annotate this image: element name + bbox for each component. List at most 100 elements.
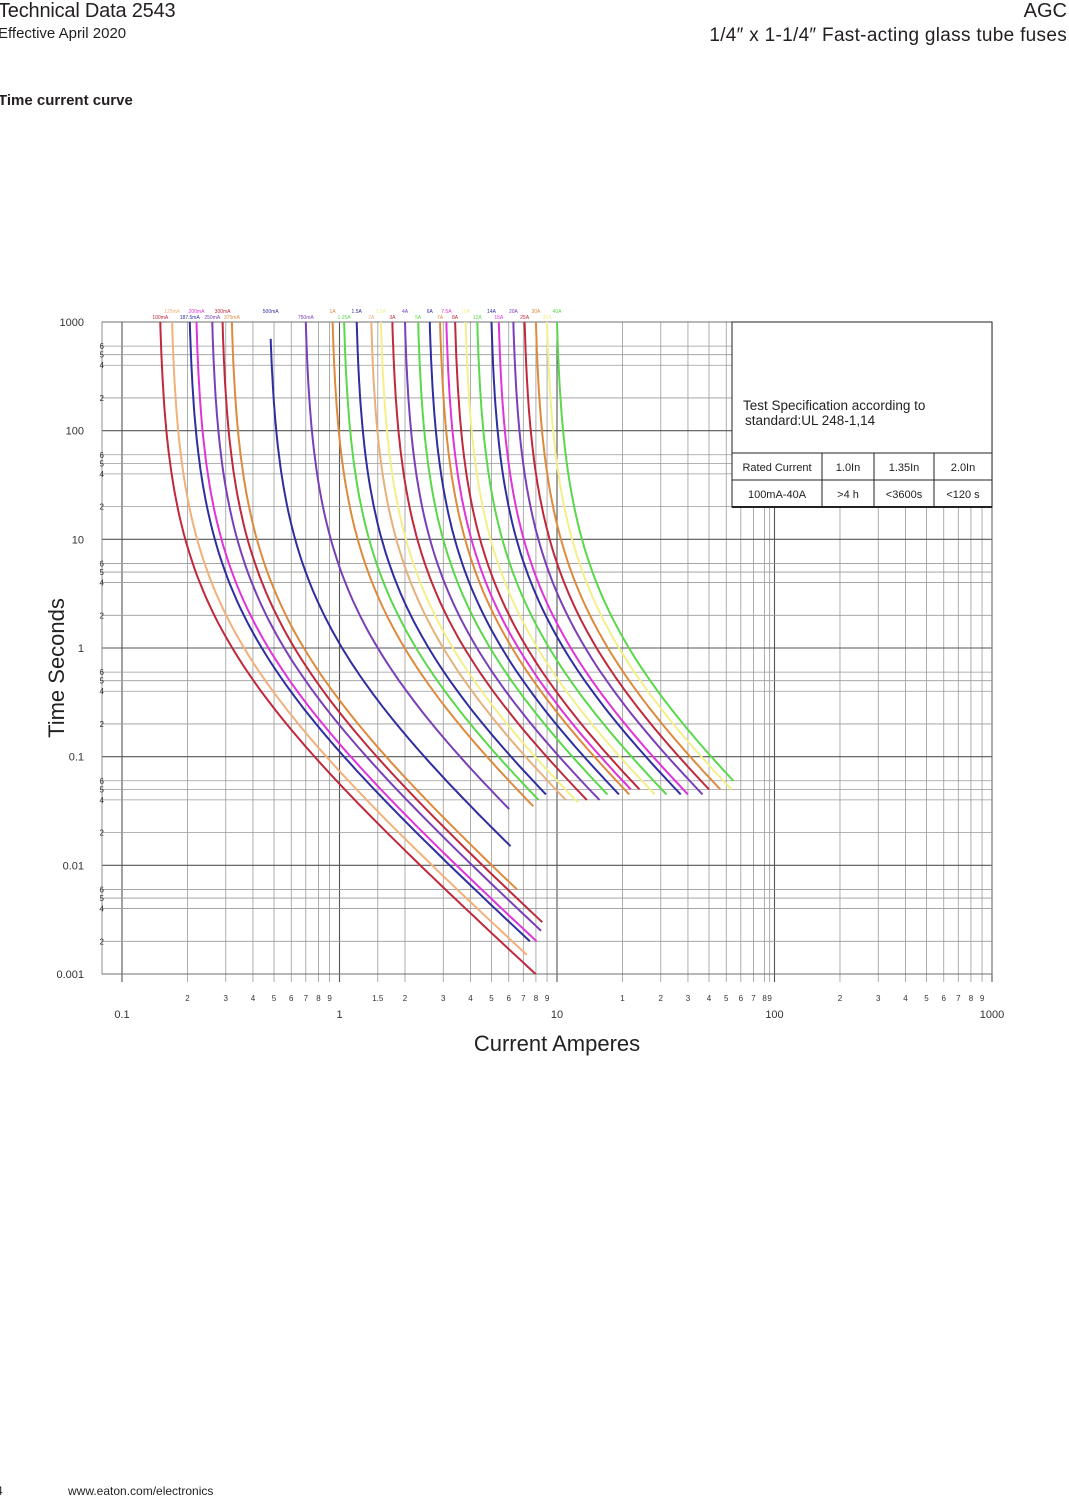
spec-header-cell: 2.0In: [951, 462, 975, 474]
series-label-125mA: 125mA: [164, 309, 181, 315]
x-minor-tick-label: 8: [316, 994, 321, 1003]
series-label-8A: 8A: [452, 315, 459, 321]
x-minor-tick-label: 7: [304, 994, 309, 1003]
series-curve-125mA: [171, 321, 528, 956]
series-curve-7.5A: [445, 321, 632, 791]
series-curve-4A: [404, 321, 601, 801]
series-curve-30A: [534, 321, 722, 791]
y-minor-tick-label: 5: [100, 351, 105, 360]
x-major-tick-label: 100: [765, 1009, 783, 1021]
series-curve-40A: [556, 321, 735, 782]
x-minor-tick-label: 7: [751, 994, 756, 1003]
y-minor-tick-label: 4: [100, 796, 105, 805]
x-axis-title: Current Amperes: [474, 1031, 640, 1056]
y-minor-tick-label: 4: [100, 687, 105, 696]
header-left: Technical Data 2543 Effective April 2020: [0, 0, 176, 42]
x-minor-tick-label: 7: [956, 994, 961, 1003]
series-curve-15A: [497, 321, 689, 796]
section-title: Time current curve: [0, 92, 133, 109]
y-minor-tick-label: 5: [100, 677, 105, 686]
x-minor-tick-label: 4: [707, 994, 712, 1003]
x-minor-tick-label: 2: [185, 994, 190, 1003]
series-label-375mA: 375mA: [224, 315, 241, 321]
spec-box: Test Specification according to standard:…: [731, 321, 993, 508]
y-minor-tick-label: 2: [100, 611, 105, 620]
series-label-14A: 14A: [487, 309, 497, 315]
series-curve-3A: [391, 321, 588, 801]
series-curve-35A: [546, 321, 733, 791]
spec-box-frame: [731, 321, 993, 508]
series-curve-25A: [523, 321, 710, 791]
y-minor-tick-label: 6: [100, 777, 105, 786]
y-minor-tick-label: 5: [100, 459, 105, 468]
series-curve-2A: [370, 321, 567, 801]
series-label-250mA: 250mA: [204, 315, 221, 321]
y-minor-tick-label: 5: [100, 894, 105, 903]
x-minor-tick-label: 4: [251, 994, 256, 1003]
series-label-6A: 6A: [427, 309, 434, 315]
y-minor-tick-label: 6: [100, 885, 105, 894]
series-label-3A: 3A: [389, 315, 396, 321]
y-minor-tick-label: 2: [100, 503, 105, 512]
series-curve-6A: [428, 321, 620, 796]
x-minor-tick-label: 8: [762, 994, 767, 1003]
x-minor-tick-label: 4: [903, 994, 908, 1003]
y-minor-tick-label: 6: [100, 342, 105, 351]
x-minor-tick-label: 9: [767, 994, 772, 1003]
product-code: AGC: [1023, 0, 1067, 22]
x-minor-tick-label: 6: [942, 994, 947, 1003]
x-minor-tick-label: 2: [403, 994, 408, 1003]
header-right: AGC 1/4″ x 1-1/4″ Fast-acting glass tube…: [709, 0, 1067, 47]
y-major-tick-label: 10: [72, 534, 84, 546]
spec-value-cell: >4 h: [837, 489, 859, 501]
y-minor-tick-label: 6: [100, 451, 105, 460]
y-minor-tick-label: 4: [100, 361, 105, 370]
doc-title: Technical Data 2543: [0, 0, 176, 23]
x-minor-tick-label: 5: [924, 994, 929, 1003]
series-curve-250mA: [211, 321, 542, 932]
series-label-1A: 1A: [330, 309, 337, 315]
series-curve-2.5A: [379, 321, 579, 803]
spec-value-cell: <3600s: [886, 489, 923, 501]
y-minor-tick-label: 2: [100, 937, 105, 946]
doc-number: 2543: [131, 0, 176, 22]
x-minor-tick-label: 6: [739, 994, 744, 1003]
x-minor-tick-label: 9: [327, 994, 332, 1003]
series-curve-300mA: [221, 321, 543, 923]
series-label-7A: 7A: [437, 315, 444, 321]
series-curve-100mA: [159, 321, 537, 975]
x-minor-tick-label: 5: [489, 994, 494, 1003]
x-minor-tick-label: 3: [686, 994, 691, 1003]
series-label-200mA: 200mA: [189, 309, 206, 315]
x-minor-tick-label: 9: [980, 994, 985, 1003]
x-minor-tick-label: 2: [659, 994, 664, 1003]
effective-date: Effective April 2020: [0, 25, 127, 42]
x-major-tick-label: 1000: [980, 1009, 1004, 1021]
series-label-10A: 10A: [461, 309, 471, 315]
x-minor-tick-label: 7: [521, 994, 526, 1003]
series-curve-200mA: [195, 321, 538, 943]
series-label-2A: 2A: [368, 315, 375, 321]
chart-curves: [159, 321, 735, 975]
series-label-7.5A: 7.5A: [441, 309, 452, 315]
x-minor-tick-label: 1.5: [372, 994, 384, 1003]
x-minor-tick-label: 8: [534, 994, 539, 1003]
y-minor-tick-label: 6: [100, 668, 105, 677]
series-label-1.5A: 1.5A: [352, 309, 363, 315]
series-curve-500mA: [269, 338, 512, 847]
y-minor-tick-label: 5: [100, 785, 105, 794]
series-curve-7A: [439, 321, 630, 796]
x-minor-tick-label: 3: [441, 994, 446, 1003]
y-major-tick-label: 0.01: [63, 860, 84, 872]
y-minor-tick-label: 4: [100, 579, 105, 588]
x-minor-tick-label: 1: [620, 994, 625, 1003]
y-minor-tick-label: 5: [100, 568, 105, 577]
series-label-40A: 40A: [553, 309, 563, 315]
series-label-750mA: 750mA: [298, 315, 315, 321]
spec-value-cell: <120 s: [946, 489, 980, 501]
series-label-35A: 35A: [543, 315, 553, 321]
y-minor-tick-label: 6: [100, 559, 105, 568]
spec-header-cell: 1.35In: [889, 462, 920, 474]
